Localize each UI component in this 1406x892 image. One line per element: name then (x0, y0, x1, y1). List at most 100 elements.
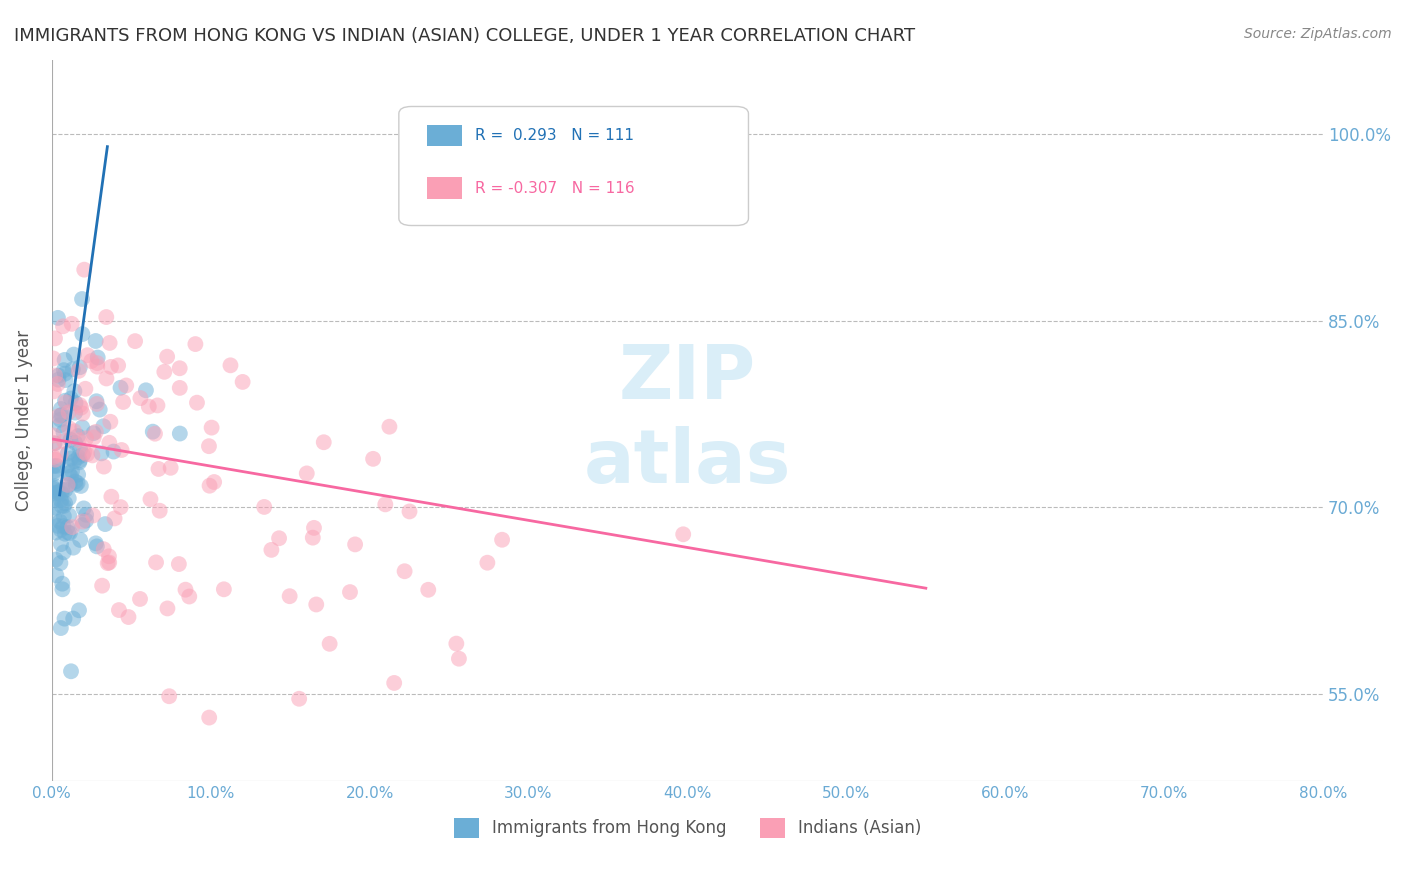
Point (76, 447, 98, 461)
Point (42, 351, 65, 366)
Point (48, 373, 70, 387)
Point (59, 469, 82, 483)
Point (69, 398, 91, 412)
Point (93, 459, 115, 474)
Point (361, 451, 384, 466)
Point (72, 515, 94, 529)
Point (67, 603, 90, 617)
Point (139, 492, 162, 507)
Point (318, 637, 340, 651)
Point (49, 537, 72, 551)
Point (129, 391, 152, 405)
Point (84, 425, 107, 439)
Point (49, 556, 72, 570)
Point (52, 499, 75, 513)
Point (73, 501, 96, 516)
Point (184, 337, 207, 351)
Point (446, 637, 468, 651)
Point (169, 381, 191, 395)
Point (49, 621, 72, 635)
Point (63, 435, 86, 450)
Point (53, 352, 76, 367)
Point (51, 483, 73, 497)
Point (45, 568, 67, 582)
Point (46, 519, 69, 533)
Point (52, 519, 75, 533)
Point (72, 420, 94, 434)
Point (124, 334, 146, 348)
Point (45, 552, 67, 566)
Point (67, 450, 90, 464)
Point (59, 526, 82, 541)
Point (418, 582, 440, 597)
Point (56, 520, 79, 534)
Point (75, 514, 97, 528)
Point (110, 442, 132, 457)
Point (69, 360, 91, 375)
Point (344, 537, 367, 551)
Point (288, 691, 311, 706)
Point (86, 540, 108, 554)
Point (149, 504, 172, 518)
Point (65, 475, 87, 489)
Point (51, 499, 73, 513)
Point (70, 479, 93, 493)
Point (56, 446, 79, 460)
Point (51, 582, 73, 597)
Point (110, 500, 132, 515)
Point (198, 479, 221, 493)
Point (53, 393, 76, 408)
Point (44, 510, 66, 524)
Point (53, 526, 76, 541)
Point (53, 612, 76, 626)
Point (167, 557, 190, 571)
Point (156, 350, 179, 364)
Point (44, 452, 66, 467)
Legend: Immigrants from Hong Kong, Indians (Asian): Immigrants from Hong Kong, Indians (Asia… (447, 811, 928, 845)
Point (86, 397, 108, 411)
Point (58, 405, 80, 419)
Point (186, 395, 208, 409)
Point (86, 394, 108, 409)
Point (63, 406, 86, 420)
Point (86, 359, 108, 374)
Point (49, 523, 72, 537)
Point (67, 455, 90, 469)
Point (62, 541, 84, 555)
Point (91, 579, 114, 593)
Point (59, 433, 82, 447)
Point (46, 376, 69, 391)
Text: ZIP
atlas: ZIP atlas (583, 342, 792, 499)
Point (382, 676, 405, 690)
Point (97, 556, 120, 570)
Point (72, 448, 94, 462)
Point (42, 494, 65, 508)
Point (45, 525, 67, 540)
Point (84, 536, 107, 550)
Point (46, 310, 69, 325)
Point (374, 497, 396, 511)
Point (100, 359, 122, 374)
Point (65, 477, 87, 491)
Point (86, 351, 108, 365)
Point (76, 348, 98, 362)
Point (42, 428, 65, 442)
Point (112, 395, 135, 409)
Point (302, 521, 325, 535)
Point (143, 426, 166, 441)
Point (53, 496, 76, 510)
Point (69, 453, 91, 467)
Point (110, 381, 132, 395)
Point (67, 467, 90, 482)
Point (49, 402, 72, 417)
Point (145, 556, 167, 570)
Point (49, 409, 72, 423)
Point (94, 517, 117, 532)
Point (44, 368, 66, 383)
Point (142, 425, 165, 439)
Point (53, 483, 76, 497)
Point (253, 500, 276, 514)
Point (378, 419, 401, 434)
Point (212, 582, 235, 597)
Point (46, 485, 69, 500)
